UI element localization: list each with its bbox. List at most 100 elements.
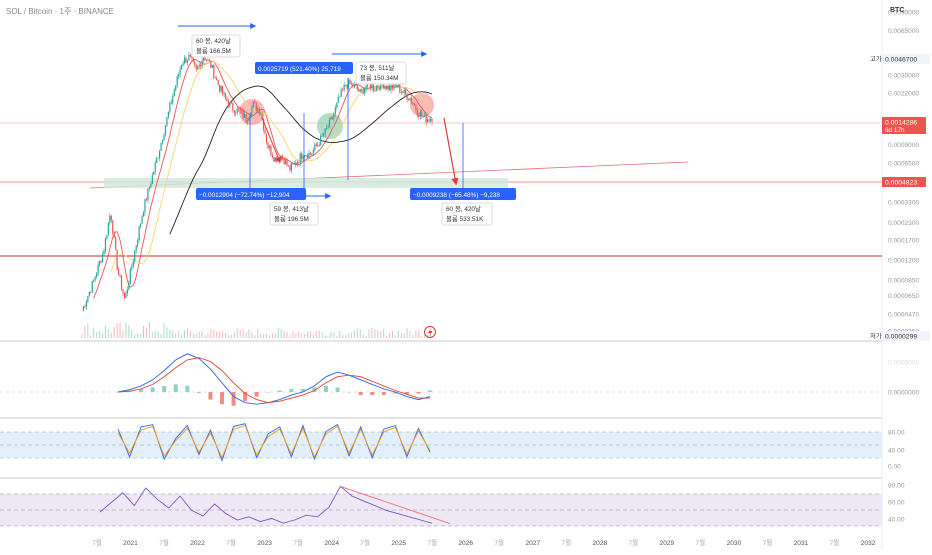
- candle-body: [265, 134, 268, 143]
- candle-body: [85, 301, 87, 307]
- volume-bar: [271, 333, 273, 338]
- time-tick-label: 7월: [293, 538, 303, 547]
- candle-body: [364, 88, 366, 94]
- candle-body: [188, 54, 190, 61]
- price-tick-label: 0.0000850: [888, 277, 920, 284]
- candle-body: [211, 65, 213, 68]
- macd-histogram-bar: [358, 392, 363, 396]
- bar-count-label-2: 73 봉, 511날: [360, 63, 395, 72]
- volume-bar: [274, 333, 276, 338]
- price-tick-label: 0.0030000: [888, 73, 920, 80]
- candle-body: [311, 153, 313, 155]
- candle-body: [302, 156, 304, 159]
- candle-body: [355, 84, 357, 86]
- price-tick-label: 0.0002300: [888, 220, 920, 227]
- support-price-value: 0.0004823: [885, 180, 917, 187]
- measure-box-rise[interactable]: 0.0025719 (521.40%) 25,719: [255, 62, 353, 74]
- stochastic-pane[interactable]: [117, 423, 431, 462]
- candle-body: [235, 112, 237, 114]
- volume-bar: [122, 330, 124, 338]
- candle-body: [207, 59, 209, 61]
- measure-box-drop-1[interactable]: −0.0012904 (−72.74%) −12,904: [196, 188, 306, 200]
- candle-body: [306, 154, 309, 158]
- volume-bar: [380, 331, 382, 338]
- macd-histogram-bar: [196, 392, 201, 393]
- price-tick-label: 0.0000470: [888, 312, 920, 319]
- time-tick-label: 2027: [525, 540, 540, 547]
- macd-histogram-bar: [162, 385, 167, 392]
- volume-bar: [365, 335, 367, 338]
- volume-bar: [90, 335, 92, 338]
- volume-bar: [418, 330, 420, 338]
- candle-body: [82, 306, 85, 311]
- candle-body: [202, 57, 205, 61]
- lightning-icon[interactable]: [424, 326, 436, 338]
- ma-slow-line: [110, 61, 433, 272]
- candle-body: [88, 291, 90, 297]
- price-axis[interactable]: 0.0090000 0.0065000 0.0030000 0.0022000 0.00…: [888, 10, 920, 336]
- projection-arrow-2[interactable]: [443, 117, 459, 186]
- candle-body: [128, 283, 130, 290]
- candle-body: [353, 84, 355, 87]
- candle-body: [260, 113, 262, 115]
- price-tick-label: 0.0006500: [888, 161, 920, 168]
- annotation-box-1[interactable]: 60 봉, 420날 볼륨 166.5M: [191, 34, 241, 58]
- volume-bar: [345, 335, 347, 338]
- candle-body: [115, 237, 117, 250]
- time-tick-label: 7월: [226, 538, 236, 547]
- candle-body: [163, 134, 165, 141]
- candle-body: [129, 268, 131, 284]
- candle-body: [176, 76, 178, 86]
- candle-body: [312, 149, 314, 154]
- annotation-box-3[interactable]: 59 봉, 413날 볼륨 196.5M: [269, 202, 319, 226]
- macd-pane[interactable]: [0, 353, 882, 406]
- volume-bar: [225, 332, 227, 338]
- time-tick-label: 7월: [360, 538, 370, 547]
- volume-bar: [421, 335, 423, 338]
- volume-bar: [102, 332, 104, 338]
- candle-body: [429, 118, 432, 121]
- currency-label: BTC: [890, 7, 904, 14]
- candle-body: [192, 58, 194, 62]
- macd-histogram-bar: [300, 388, 305, 392]
- macd-histogram-bar: [312, 387, 317, 392]
- candle-body: [106, 235, 108, 239]
- candle-body: [362, 89, 364, 94]
- candle-body: [139, 223, 142, 227]
- candle-body: [255, 102, 257, 111]
- volume-bar: [263, 334, 265, 338]
- macd-histogram-bar: [393, 392, 398, 394]
- support-zone[interactable]: [104, 178, 508, 188]
- annotation-box-2[interactable]: 73 봉, 511날 볼륨 150.34M: [355, 61, 407, 85]
- volume-bar: [99, 331, 101, 338]
- candles[interactable]: [82, 51, 433, 312]
- candle-body: [264, 129, 266, 135]
- candle-body: [125, 293, 127, 298]
- candle-body: [380, 79, 382, 90]
- annotation-box-4[interactable]: 60 봉, 420날 볼륨 533.51K: [441, 202, 493, 226]
- candle-body: [340, 89, 342, 97]
- candle-body: [195, 65, 197, 70]
- candle-body: [409, 98, 411, 101]
- candle-body: [191, 56, 193, 59]
- volume-bar: [128, 324, 130, 338]
- rsi-axis: 80.00 60.00 40.00: [888, 483, 905, 524]
- candle-body: [346, 85, 348, 88]
- price-tick-label: 0.0022000: [888, 90, 920, 97]
- candle-body: [132, 261, 134, 267]
- candle-body: [148, 187, 150, 189]
- current-price-marker: 0.0014286 6d 17h: [882, 117, 926, 134]
- measure-box-drop-2[interactable]: −0.0009238 (−65.48%) −9,238: [410, 188, 516, 200]
- candle-body: [377, 86, 379, 88]
- volume-bar: [93, 328, 95, 338]
- candle-body: [198, 64, 200, 68]
- candle-body: [314, 144, 316, 150]
- rsi-pane[interactable]: [99, 485, 451, 525]
- time-axis[interactable]: 7월 2021 7월 2022 7월 2023 7월 2024 7월 2025 7월 2026 7월 20…: [92, 538, 876, 547]
- volume-bar: [227, 335, 229, 338]
- price-tick-label: 0.0065000: [888, 28, 920, 35]
- moving-averages: [93, 58, 433, 299]
- projection-arrow-1[interactable]: [261, 117, 281, 164]
